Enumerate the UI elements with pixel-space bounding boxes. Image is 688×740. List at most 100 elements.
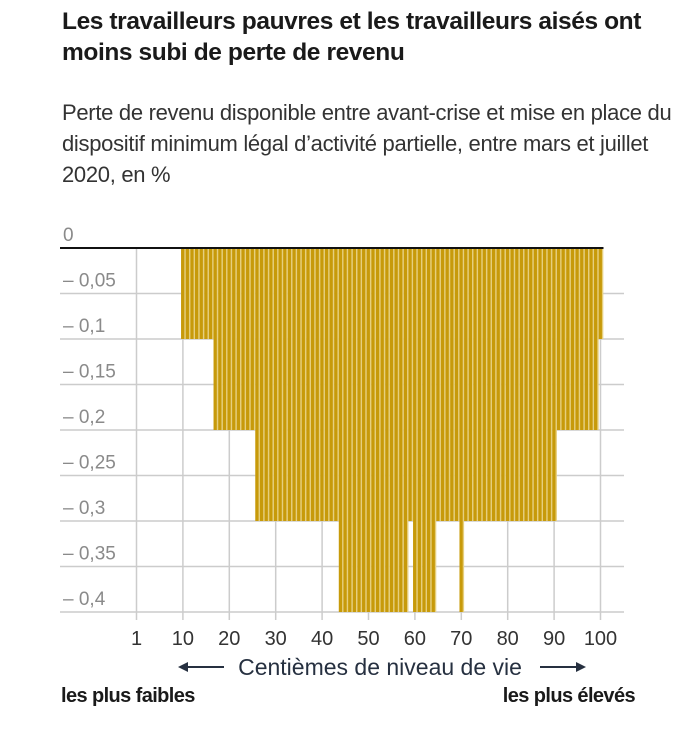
bar-percentile-17 [213, 248, 217, 430]
bar-percentile-18 [218, 248, 222, 430]
bar-percentile-36 [301, 248, 305, 521]
y-tick-label: 0 [63, 225, 74, 246]
bar-percentile-96 [580, 248, 584, 430]
bar-percentile-59 [408, 248, 412, 521]
bar-percentile-21 [232, 248, 236, 430]
y-tick-label: – 0,1 [63, 316, 105, 337]
bar-percentile-42 [329, 248, 333, 521]
right-arrow-icon [576, 662, 586, 672]
x-axis-title-group: Centièmes de niveau de vie [178, 654, 586, 680]
bar-percentile-68 [450, 248, 454, 521]
bar-percentile-39 [315, 248, 319, 521]
bar-percentile-19 [222, 248, 227, 430]
bar-percentile-66 [440, 248, 445, 521]
bar-percentile-38 [311, 248, 315, 521]
chart-subtitle: Perte de revenu disponible entre avant-c… [62, 100, 672, 187]
bar-percentile-20 [227, 248, 231, 430]
bar-percentile-76 [487, 248, 491, 521]
bar-percentile-12 [190, 248, 194, 339]
bar-percentile-77 [491, 248, 496, 521]
bar-percentile-83 [519, 248, 524, 521]
bar-percentile-56 [394, 248, 398, 612]
x-tick-label: 40 [311, 628, 333, 650]
bar-percentile-78 [496, 248, 500, 521]
bar-percentile-57 [399, 248, 403, 612]
bar-percentile-54 [385, 248, 389, 612]
bar-percentile-71 [464, 248, 468, 521]
y-tick-label: – 0,35 [63, 544, 116, 565]
bar-percentile-92 [561, 248, 565, 430]
bar-percentile-94 [570, 248, 575, 430]
bar-percentile-85 [529, 248, 533, 521]
bar-percentile-13 [195, 248, 199, 339]
bar-percentile-82 [515, 248, 519, 521]
bar-percentile-80 [505, 248, 510, 521]
bar-percentile-33 [287, 248, 292, 521]
bar-percentile-53 [380, 248, 384, 612]
bar-percentile-25 [250, 248, 254, 430]
bar-percentile-93 [566, 248, 570, 430]
bar-percentile-61 [417, 248, 421, 612]
bar-percentile-52 [375, 248, 380, 612]
x-tick-label: 60 [404, 628, 426, 650]
x-tick-label: 100 [584, 628, 617, 650]
bar-percentile-67 [445, 248, 449, 521]
bar-percentile-26 [255, 248, 259, 521]
chart-title: Les travailleurs pauvres et les travaill… [62, 8, 641, 66]
bar-percentile-70 [459, 248, 463, 612]
x-tick-labels: 1 10 20 30 40 50 60 70 80 90 100 [131, 628, 617, 650]
x-tick-label: 50 [357, 628, 379, 650]
bar-percentile-23 [241, 248, 245, 430]
bar-percentile-47 [352, 248, 356, 612]
bar-percentile-73 [473, 248, 477, 521]
bar-percentile-31 [278, 248, 282, 521]
bar-percentile-97 [584, 248, 588, 430]
bar-percentile-34 [292, 248, 296, 521]
x-tick-label: 70 [450, 628, 472, 650]
bar-percentile-30 [273, 248, 278, 521]
bar-percentile-14 [199, 248, 203, 339]
bar-percentile-79 [501, 248, 505, 521]
bar-percentile-27 [259, 248, 264, 521]
bar-percentile-35 [297, 248, 301, 521]
bar-percentile-43 [334, 248, 338, 521]
left-arrow-icon [178, 662, 188, 672]
y-tick-label: – 0,3 [63, 498, 105, 519]
bar-percentile-45 [343, 248, 347, 612]
bar-percentile-48 [357, 248, 361, 612]
bar-percentile-55 [389, 248, 394, 612]
x-axis-right-label: les plus élevés [502, 685, 636, 707]
bar-percentile-49 [362, 248, 366, 612]
bar-percentile-50 [366, 248, 370, 612]
x-tick-label: 80 [497, 628, 519, 650]
bar-percentile-58 [403, 248, 408, 612]
bar-percentile-24 [246, 248, 250, 430]
bar-percentile-41 [324, 248, 329, 521]
x-tick-label: 20 [218, 628, 240, 650]
bar-percentile-75 [482, 248, 486, 521]
bar-percentile-15 [204, 248, 208, 339]
bars [181, 248, 604, 612]
x-tick-label: 1 [131, 628, 142, 650]
bar-percentile-64 [431, 248, 435, 612]
bar-percentile-10 [181, 248, 185, 339]
bar-percentile-63 [427, 248, 431, 612]
bar-percentile-22 [236, 248, 240, 430]
y-tick-label: – 0,05 [63, 271, 116, 292]
bar-percentile-72 [468, 248, 472, 521]
bar-percentile-28 [264, 248, 268, 521]
bar-percentile-65 [436, 248, 440, 521]
y-tick-label: – 0,15 [63, 362, 116, 383]
x-tick-label: 90 [543, 628, 565, 650]
bar-percentile-62 [422, 248, 426, 612]
bar-percentile-51 [371, 248, 375, 612]
bar-percentile-87 [538, 248, 542, 521]
bar-percentile-98 [589, 248, 593, 430]
bar-percentile-89 [547, 248, 551, 521]
bar-percentile-11 [185, 248, 189, 339]
x-tick-label: 30 [265, 628, 287, 650]
bar-percentile-90 [552, 248, 556, 521]
x-axis-title: Centièmes de niveau de vie [238, 654, 522, 680]
bar-percentile-40 [320, 248, 324, 521]
